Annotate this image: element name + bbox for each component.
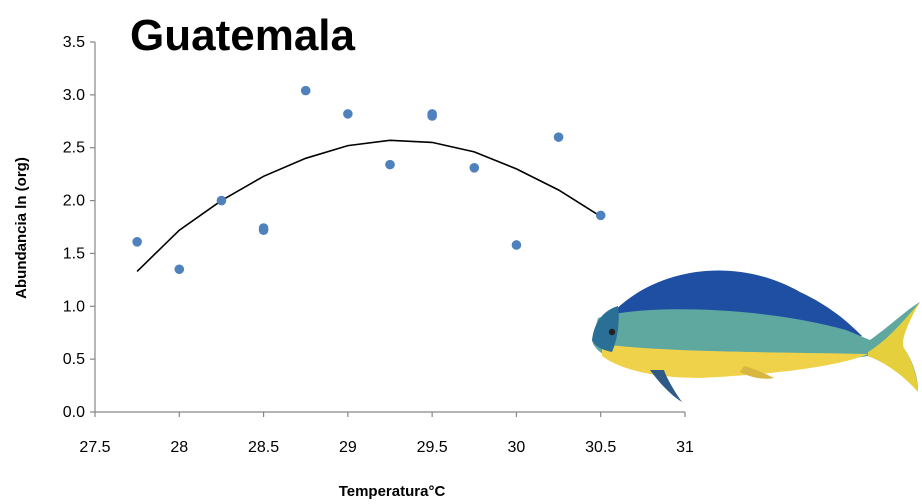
data-point [174,264,185,275]
data-point [595,210,606,221]
x-tick-label: 30.5 [585,439,616,456]
ticks: 0.0 0.5 1.0 1.5 2.0 2.5 3.0 3.5 27.5 28 28.5 29 29.5… [63,34,694,456]
y-tick-label: 0.5 [63,351,85,368]
x-tick-label: 28.5 [248,439,279,456]
fish-image [592,270,920,402]
data-point [553,132,564,142]
data-point [343,109,353,119]
y-tick-label: 1.0 [63,298,85,315]
data-point [385,159,395,170]
y-tick-label: 1.5 [63,245,85,262]
x-tick-label: 30 [508,439,526,456]
data-point [469,163,480,173]
x-axis-label: Temperatura°C [339,483,446,500]
y-tick-label: 2.5 [63,140,85,157]
y-axis-label: Abundancia ln (org) [13,157,30,299]
data-point [511,240,522,250]
data-point [258,223,269,233]
y-tick-label: 3.0 [63,87,85,104]
y-tick-label: 2.0 [63,193,85,210]
trendline [136,139,602,272]
axes [94,42,685,413]
data-point [427,109,437,119]
data-point [132,237,142,247]
y-tick-label: 3.5 [63,34,85,51]
x-tick-label: 29 [339,439,357,456]
data-point [300,85,311,96]
x-tick-label: 28 [170,439,188,456]
data-point [216,195,227,206]
x-tick-label: 31 [676,439,694,456]
data-points [132,85,606,275]
x-tick-label: 29.5 [417,439,448,456]
x-tick-label: 27.5 [79,439,110,456]
y-tick-label: 0.0 [63,404,85,421]
chart-title: Guatemala [130,11,356,60]
